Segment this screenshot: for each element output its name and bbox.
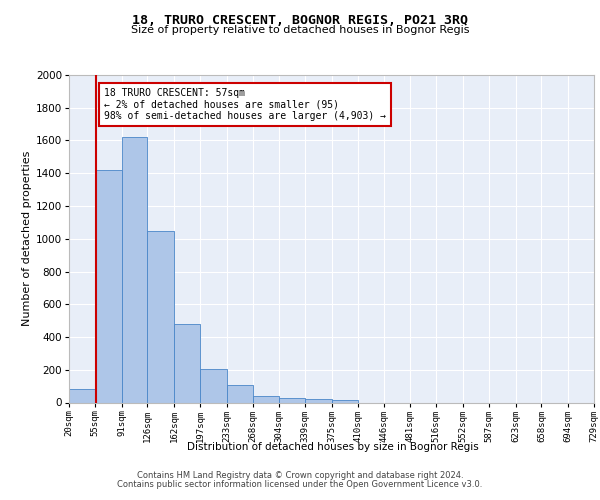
Bar bbox=[95, 170, 122, 402]
Bar bbox=[253, 396, 279, 402]
Bar bbox=[227, 386, 253, 402]
Text: Size of property relative to detached houses in Bognor Regis: Size of property relative to detached ho… bbox=[131, 25, 469, 35]
Bar bbox=[332, 400, 358, 402]
Y-axis label: Number of detached properties: Number of detached properties bbox=[22, 151, 32, 326]
Bar bbox=[148, 230, 174, 402]
Text: Distribution of detached houses by size in Bognor Regis: Distribution of detached houses by size … bbox=[187, 442, 479, 452]
Text: Contains HM Land Registry data © Crown copyright and database right 2024.: Contains HM Land Registry data © Crown c… bbox=[137, 471, 463, 480]
Bar bbox=[69, 390, 95, 402]
Text: Contains public sector information licensed under the Open Government Licence v3: Contains public sector information licen… bbox=[118, 480, 482, 489]
Bar bbox=[174, 324, 200, 402]
Bar bbox=[122, 137, 148, 402]
Bar bbox=[305, 399, 332, 402]
Bar bbox=[279, 398, 305, 402]
Text: 18, TRURO CRESCENT, BOGNOR REGIS, PO21 3RQ: 18, TRURO CRESCENT, BOGNOR REGIS, PO21 3… bbox=[132, 14, 468, 27]
Bar bbox=[200, 369, 227, 402]
Text: 18 TRURO CRESCENT: 57sqm
← 2% of detached houses are smaller (95)
98% of semi-de: 18 TRURO CRESCENT: 57sqm ← 2% of detache… bbox=[104, 88, 386, 122]
